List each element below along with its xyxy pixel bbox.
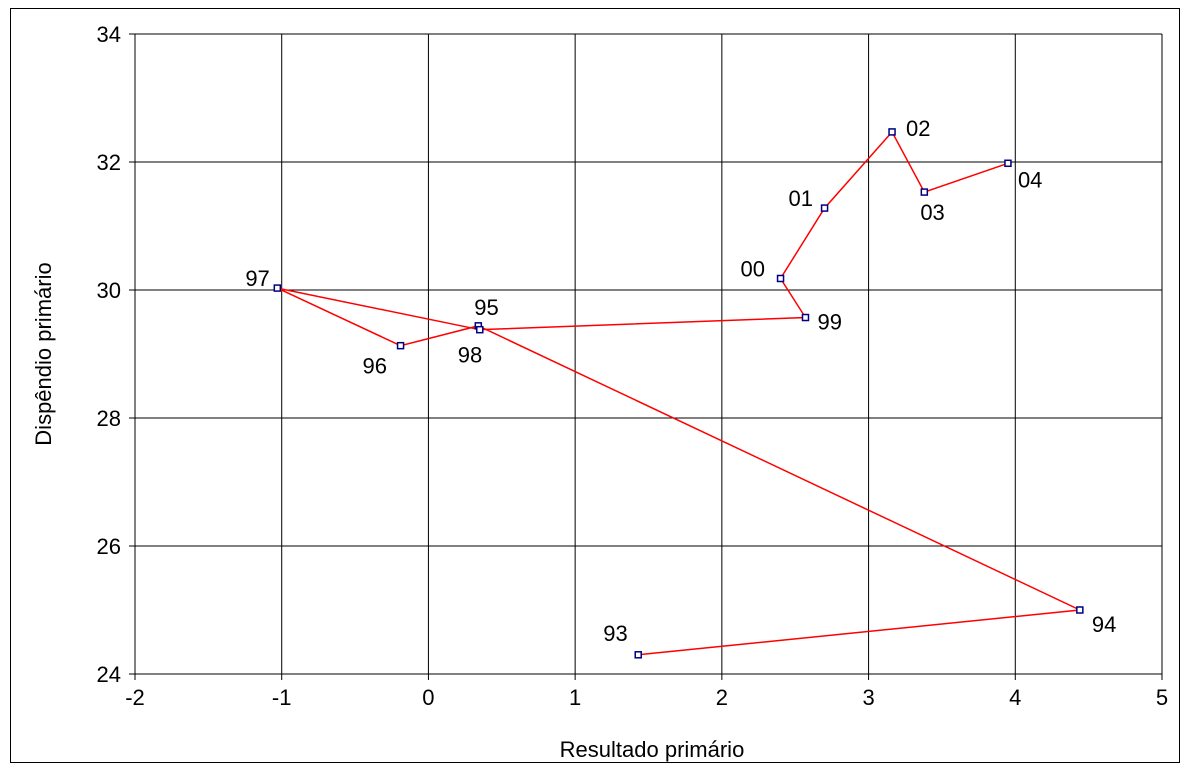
y-tick-label: 30 [97,278,121,303]
data-point-label: 97 [245,266,269,291]
x-tick-label: 4 [1009,685,1021,710]
data-point-label: 95 [474,295,498,320]
data-point-marker [888,128,896,136]
data-point-label: 98 [458,343,482,368]
y-tick-label: 32 [97,150,121,175]
data-point-label: 93 [603,621,627,646]
y-axis-title: Dispêndio primário [31,262,56,445]
point-labels: 93 94 95 96 97 98 99 00 01 02 03 04 [245,116,1116,646]
series-line [276,130,1083,656]
data-point-marker [1004,159,1012,168]
series-layer [273,128,1084,659]
data-point-marker [634,651,642,659]
data-point-label: 04 [1018,167,1042,192]
data-point-marker [476,325,484,334]
x-tick-label: 1 [569,685,581,710]
chart-frame [10,8,1180,763]
data-point-marker [801,313,810,322]
x-tick-label: 0 [422,685,434,710]
data-point-label: 02 [906,116,930,141]
data-point-label: 99 [817,310,841,335]
data-point-marker [396,341,405,350]
data-point-label: 01 [789,186,813,211]
data-point-label: 03 [920,200,944,225]
x-tick-label: 3 [862,685,874,710]
data-point-label: 94 [1092,612,1116,637]
data-point-marker [820,204,829,212]
data-point-marker [273,284,282,292]
data-point-marker [1076,606,1084,614]
x-tick-label: 5 [1156,685,1168,710]
y-tick-label: 34 [97,22,121,47]
y-tick-label: 24 [97,662,121,687]
grid [129,33,1163,680]
y-tick-label: 28 [97,406,121,431]
data-point-marker [776,274,785,283]
x-tick-label: 2 [716,685,728,710]
x-tick-label: -2 [125,685,145,710]
data-point-label: 96 [363,354,387,379]
data-point-label: 00 [741,256,765,281]
x-axis-title: Resultado primário [560,737,745,762]
data-point-marker [920,188,929,196]
x-tick-label: -1 [272,685,292,710]
y-tick-label: 26 [97,534,121,559]
